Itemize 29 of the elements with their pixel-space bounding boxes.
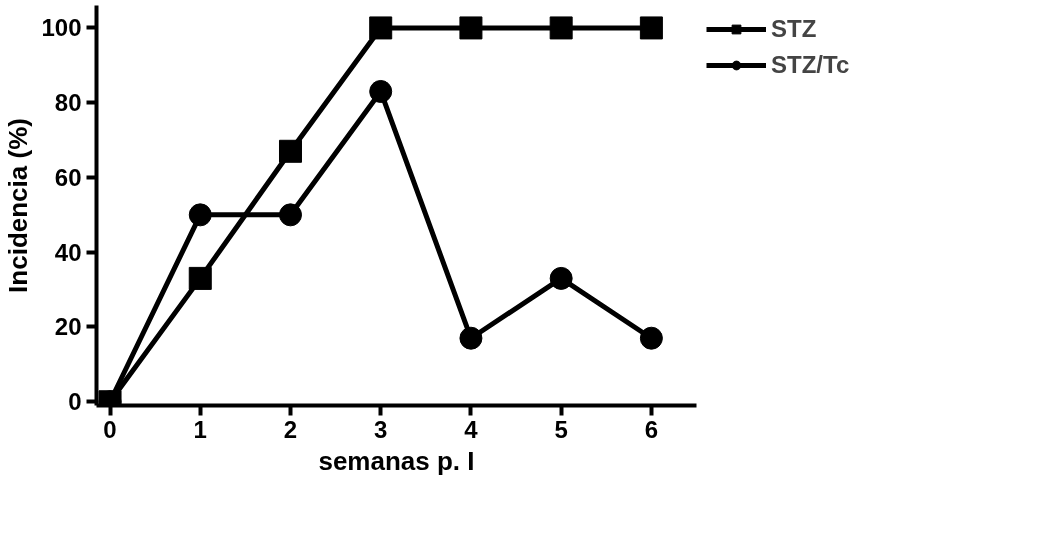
y-tick-label: 0 — [68, 388, 82, 416]
x-tick-label: 1 — [193, 415, 207, 443]
point — [459, 16, 483, 40]
point — [639, 326, 663, 350]
x-tick-label: 5 — [554, 415, 568, 443]
x-tick-label: 4 — [464, 415, 479, 443]
point — [639, 16, 663, 40]
point — [459, 326, 483, 350]
y-tick-label: 100 — [41, 14, 82, 42]
point — [278, 139, 302, 163]
point — [549, 266, 573, 290]
y-tick-label: 80 — [54, 89, 82, 117]
y-tick-label: 20 — [54, 313, 82, 341]
x-tick-label: 0 — [103, 415, 117, 443]
legend-label: STZ — [771, 15, 817, 43]
x-tick-label: 6 — [644, 415, 659, 443]
x-tick-label: 3 — [374, 415, 388, 443]
point — [369, 16, 393, 40]
y-tick-label: 40 — [54, 238, 82, 266]
y-axis-title: Incidencia (%) — [3, 118, 34, 293]
point — [188, 266, 212, 290]
point — [278, 203, 302, 227]
x-tick-label: 2 — [283, 415, 298, 443]
x-axis-title: semanas p. I — [318, 445, 475, 476]
legend-label: STZ/Tc — [771, 51, 850, 79]
point — [188, 203, 212, 227]
point — [369, 80, 393, 103]
y-tick-label: 60 — [54, 163, 82, 191]
point — [549, 16, 573, 40]
